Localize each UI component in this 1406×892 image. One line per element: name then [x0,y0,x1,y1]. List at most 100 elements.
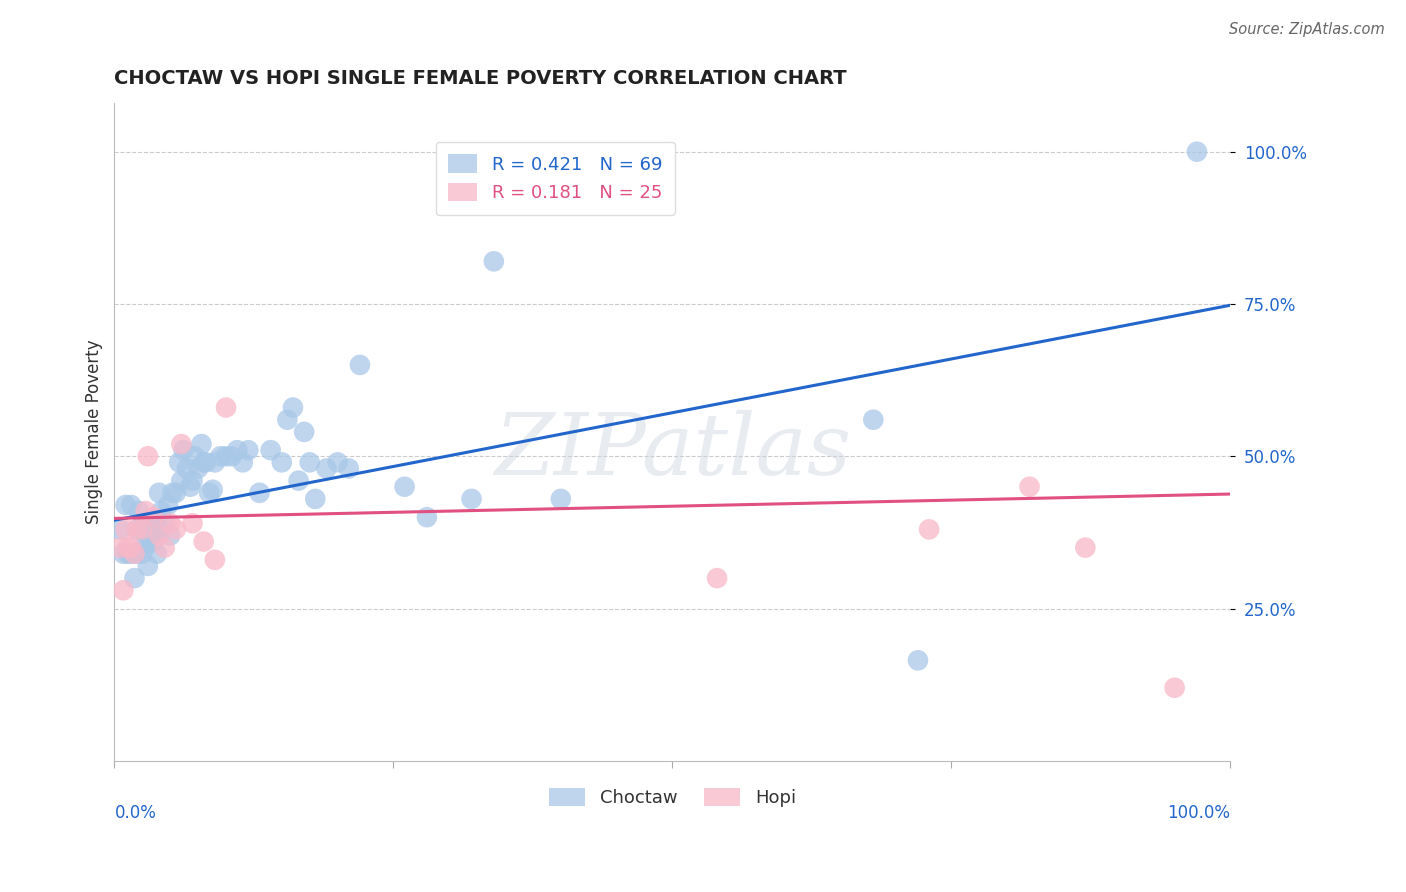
Point [287,474,309,488]
Point [142,513,165,527]
Text: 0.0%: 0.0% [114,804,156,822]
Point [125,522,148,536]
Point [159,528,181,542]
Text: ZIPatlas: ZIPatlas [494,410,851,493]
Point [181,516,204,531]
Point [117,541,139,555]
Point [193,455,215,469]
Point [125,522,148,536]
Point [315,461,337,475]
Point [108,522,131,536]
Point [124,571,146,585]
Point [1163,681,1185,695]
Point [1018,480,1040,494]
Point [193,534,215,549]
Point [204,455,226,469]
Point [176,461,198,475]
Point [153,541,176,555]
Y-axis label: Single Female Poverty: Single Female Poverty [86,340,103,524]
Point [232,455,254,469]
Point [136,538,159,552]
Point [221,450,243,464]
Point [120,541,142,555]
Point [1074,541,1097,555]
Point [201,483,224,497]
Point [112,583,135,598]
Point [190,437,212,451]
Point [165,485,187,500]
Point [153,516,176,531]
Point [179,480,201,494]
Point [148,528,170,542]
Point [270,455,292,469]
Point [238,443,260,458]
Point [150,504,173,518]
Point [131,547,153,561]
Point [139,528,162,542]
Point [136,450,159,464]
Point [706,571,728,585]
Point [181,474,204,488]
Point [173,443,195,458]
Point [135,534,157,549]
Point [209,450,232,464]
Point [215,401,238,415]
Point [124,547,146,561]
Point [198,485,221,500]
Point [184,450,207,464]
Point [204,553,226,567]
Point [141,516,163,531]
Point [226,443,249,458]
Point [918,522,941,536]
Point [482,254,505,268]
Point [131,522,153,536]
Point [194,455,217,469]
Point [148,485,170,500]
Point [249,485,271,500]
Point [114,498,136,512]
Legend: Choctaw, Hopi: Choctaw, Hopi [541,780,803,814]
Point [170,474,193,488]
Point [907,653,929,667]
Text: Source: ZipAtlas.com: Source: ZipAtlas.com [1229,22,1385,37]
Point [142,534,165,549]
Point [260,443,283,458]
Point [156,498,179,512]
Point [135,504,157,518]
Point [394,480,416,494]
Point [1185,145,1208,159]
Point [292,425,315,439]
Text: 100.0%: 100.0% [1167,804,1230,822]
Point [146,547,169,561]
Point [215,450,238,464]
Point [167,455,190,469]
Point [125,547,148,561]
Point [142,510,165,524]
Point [120,498,142,512]
Point [550,491,572,506]
Point [108,541,131,555]
Point [128,504,150,518]
Point [131,522,153,536]
Point [304,491,326,506]
Point [326,455,349,469]
Point [136,558,159,573]
Point [159,516,181,531]
Point [170,437,193,451]
Point [120,547,142,561]
Point [349,358,371,372]
Point [165,522,187,536]
Point [114,522,136,536]
Point [148,522,170,536]
Point [112,547,135,561]
Point [862,413,884,427]
Point [416,510,439,524]
Point [117,547,139,561]
Point [276,413,298,427]
Point [298,455,321,469]
Point [460,491,482,506]
Point [187,461,209,475]
Text: CHOCTAW VS HOPI SINGLE FEMALE POVERTY CORRELATION CHART: CHOCTAW VS HOPI SINGLE FEMALE POVERTY CO… [114,69,846,87]
Point [162,485,184,500]
Point [337,461,360,475]
